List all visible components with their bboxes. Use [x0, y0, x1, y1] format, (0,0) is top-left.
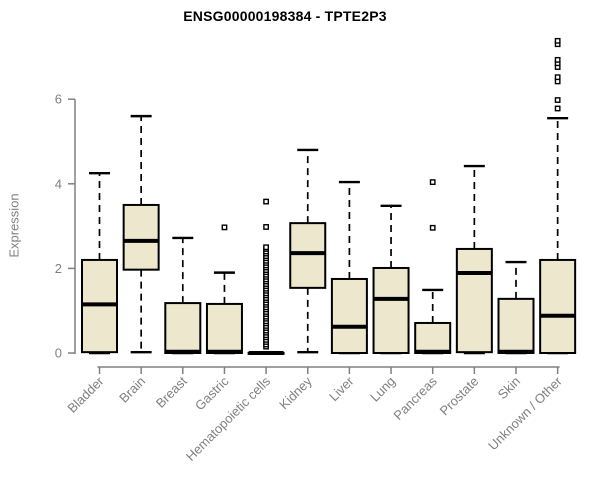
y-tick-label: 4: [55, 176, 62, 191]
box-pancreas: [414, 179, 452, 355]
box-kidney: [289, 148, 327, 354]
x-tick-label: Kidney: [276, 373, 315, 412]
x-tick-label: Pancreas: [390, 373, 440, 423]
box-breast: [164, 236, 202, 355]
x-tick-label: Brain: [116, 374, 148, 406]
box-liver: [330, 180, 368, 355]
chart-title: ENSG00000198384 - TPTE2P3: [183, 8, 387, 24]
y-tick-label: 2: [55, 261, 62, 276]
outlier-point: [429, 179, 436, 186]
outlier-point: [554, 105, 561, 112]
outlier-point: [554, 97, 561, 103]
outlier-point: [554, 37, 561, 44]
box-skin: [497, 260, 535, 355]
x-tick-label: Unknown / Other: [485, 373, 565, 453]
box-unknown-other: [539, 37, 577, 355]
outlier-point: [263, 224, 269, 230]
y-axis: 0 2 4 6: [55, 92, 76, 361]
x-tick-label: Gastric: [192, 373, 232, 413]
x-tick-label: Bladder: [64, 373, 107, 416]
x-tick-label: Prostate: [437, 374, 482, 419]
box-gastric: [205, 224, 243, 355]
x-tick-label: Skin: [495, 374, 523, 402]
box-prostate: [455, 164, 493, 355]
outlier-point: [263, 198, 269, 205]
y-tick-label: 6: [55, 92, 62, 107]
x-tick-label: Liver: [326, 373, 357, 404]
outlier-point: [263, 244, 269, 251]
box-lung: [372, 204, 410, 355]
box-hematopoietic-cells: [247, 198, 285, 355]
y-tick-label: 0: [55, 346, 62, 361]
x-tick-label: Breast: [153, 373, 190, 410]
box-bladder: [81, 172, 118, 355]
x-tick-label: Lung: [367, 374, 398, 405]
outlier-point: [554, 74, 561, 81]
outlier-point: [429, 224, 436, 231]
box-brain: [122, 114, 160, 354]
outlier-point: [221, 224, 228, 231]
outlier-point: [554, 56, 561, 63]
